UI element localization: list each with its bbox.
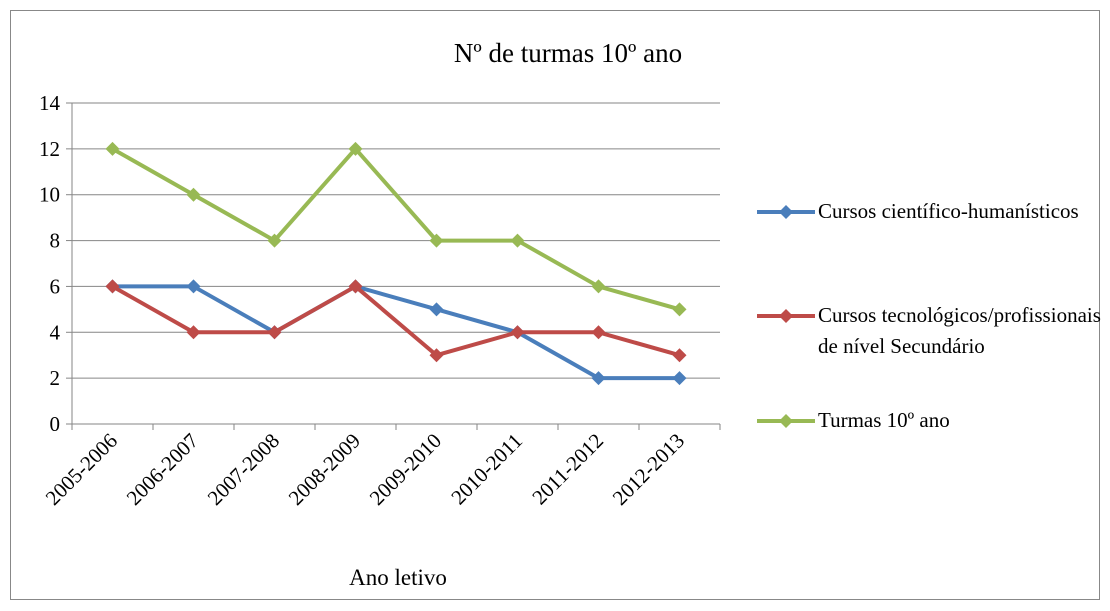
marker (186, 187, 201, 202)
series-line (111, 146, 681, 312)
y-tick-label: 6 (50, 274, 61, 298)
marker (429, 233, 444, 248)
marker (267, 325, 282, 340)
marker (510, 325, 525, 340)
y-tick-label: 14 (39, 91, 61, 115)
chart-title: Nº de turmas 10º ano (454, 38, 682, 68)
y-tick-label: 2 (50, 366, 61, 390)
legend-marker (779, 309, 793, 323)
legend-label: Cursos tecnológicos/profissionais de nív… (818, 303, 1101, 358)
marker (510, 233, 525, 248)
chart-border (10, 10, 1100, 600)
y-tick-label: 8 (50, 229, 61, 253)
marker (591, 371, 606, 386)
legend-label: Turmas 10º ano (818, 408, 950, 432)
marker (105, 141, 120, 156)
legend-marker (779, 414, 793, 428)
marker (348, 141, 363, 156)
marker (672, 371, 687, 386)
marker (105, 279, 120, 294)
y-tick-label: 4 (50, 320, 61, 344)
marker (429, 348, 444, 363)
marker (591, 279, 606, 294)
marker (267, 233, 282, 248)
legend-marker (779, 205, 793, 219)
legend-label: Cursos científico-humanísticos (818, 199, 1079, 223)
marker (672, 348, 687, 363)
y-tick-label: 10 (39, 183, 60, 207)
marker (672, 302, 687, 317)
series-line (112, 284, 680, 381)
x-axis-label: Ano letivo (349, 565, 447, 590)
y-tick-label: 0 (50, 412, 61, 436)
y-tick-label: 12 (39, 137, 60, 161)
marker (348, 279, 363, 294)
marker (429, 302, 444, 317)
marker (186, 279, 201, 294)
series-line (111, 284, 681, 358)
marker (186, 325, 201, 340)
marker (591, 325, 606, 340)
